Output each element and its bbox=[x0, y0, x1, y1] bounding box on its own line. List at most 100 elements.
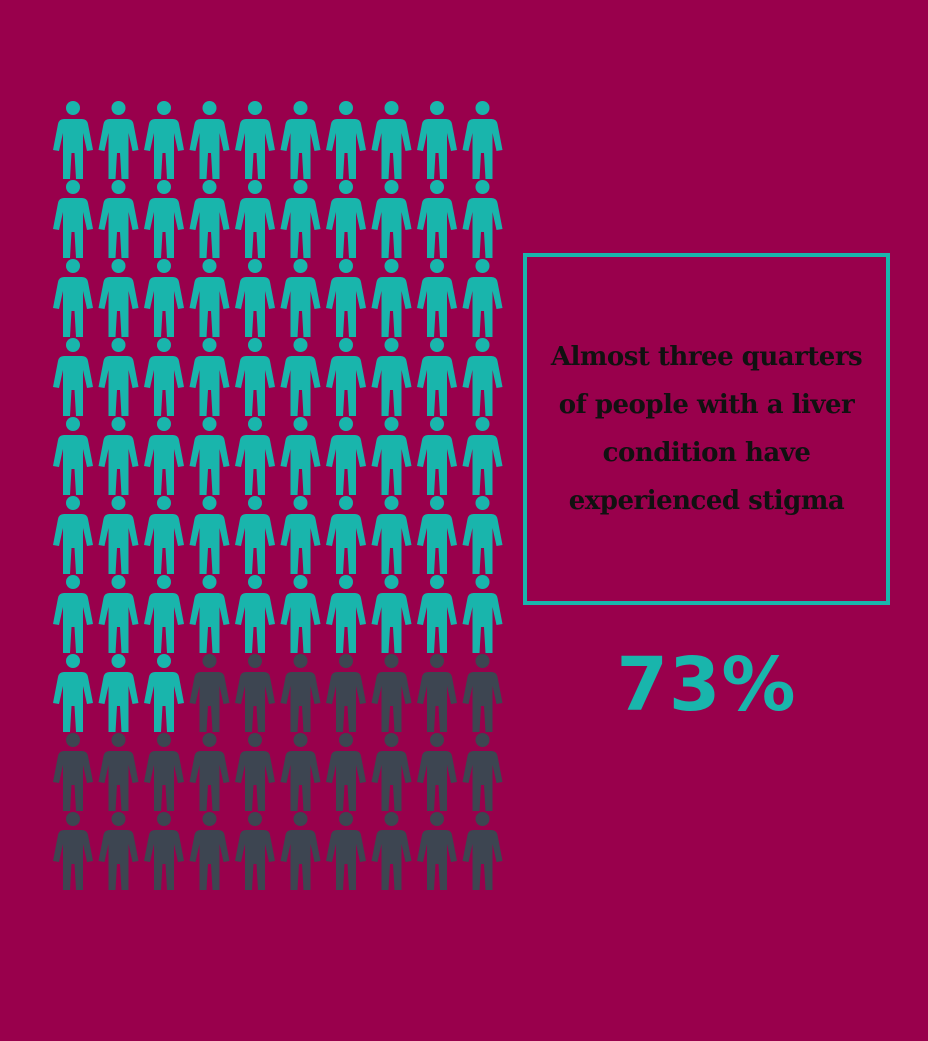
person-icon bbox=[235, 496, 275, 574]
person-icon bbox=[53, 654, 93, 732]
person-icon bbox=[189, 575, 230, 653]
person-icon bbox=[417, 575, 457, 653]
person-icon bbox=[326, 101, 366, 179]
person-icon bbox=[417, 101, 457, 179]
person-icon bbox=[462, 733, 503, 811]
person-icon bbox=[98, 496, 139, 574]
person-icon bbox=[280, 575, 321, 653]
person-icon bbox=[371, 259, 412, 337]
person-icon bbox=[189, 733, 230, 811]
person-icon bbox=[462, 180, 503, 258]
person-icon bbox=[371, 654, 412, 732]
person-icon bbox=[462, 812, 503, 890]
person-icon bbox=[98, 101, 139, 179]
person-icon bbox=[462, 259, 503, 337]
person-icon bbox=[462, 654, 503, 732]
person-icon bbox=[53, 733, 93, 811]
person-icon bbox=[235, 259, 275, 337]
person-icon bbox=[417, 654, 457, 732]
person-icon bbox=[417, 338, 457, 416]
person-icon bbox=[189, 259, 230, 337]
person-icon bbox=[371, 101, 412, 179]
person-icon bbox=[462, 496, 503, 574]
person-icon bbox=[462, 101, 503, 179]
person-icon bbox=[371, 417, 412, 495]
person-icon bbox=[462, 417, 503, 495]
person-icon bbox=[371, 338, 412, 416]
person-icon bbox=[417, 496, 457, 574]
person-icon bbox=[98, 733, 139, 811]
person-icon bbox=[326, 575, 366, 653]
person-icon bbox=[371, 496, 412, 574]
stat-box: Almost three quarters of people with a l… bbox=[523, 253, 890, 605]
person-icon bbox=[98, 654, 139, 732]
person-icon bbox=[371, 575, 412, 653]
person-icon bbox=[280, 259, 321, 337]
person-icon bbox=[235, 812, 275, 890]
person-icon bbox=[98, 338, 139, 416]
person-icon bbox=[371, 180, 412, 258]
person-icon bbox=[53, 417, 93, 495]
person-icon bbox=[235, 338, 275, 416]
person-icon bbox=[326, 654, 366, 732]
person-icon bbox=[144, 338, 184, 416]
person-icon bbox=[144, 259, 184, 337]
pictogram-svg bbox=[53, 101, 503, 890]
person-icon bbox=[144, 496, 184, 574]
person-icon bbox=[417, 259, 457, 337]
person-icon bbox=[53, 259, 93, 337]
person-icon bbox=[326, 259, 366, 337]
person-icon bbox=[144, 575, 184, 653]
stat-percentage: 73% bbox=[616, 642, 797, 728]
stat-caption: Almost three quarters of people with a l… bbox=[550, 342, 863, 516]
person-icon bbox=[189, 101, 230, 179]
person-icon bbox=[189, 654, 230, 732]
person-icon bbox=[144, 180, 184, 258]
person-icon bbox=[326, 812, 366, 890]
person-icon bbox=[280, 101, 321, 179]
person-icon bbox=[417, 812, 457, 890]
pictogram-grid bbox=[40, 90, 520, 900]
person-icon bbox=[280, 496, 321, 574]
person-icon bbox=[417, 733, 457, 811]
person-icon bbox=[235, 733, 275, 811]
person-icon bbox=[98, 812, 139, 890]
person-icon bbox=[371, 812, 412, 890]
person-icon bbox=[189, 812, 230, 890]
person-icon bbox=[235, 180, 275, 258]
person-icon bbox=[326, 733, 366, 811]
person-icon bbox=[280, 338, 321, 416]
person-icon bbox=[189, 496, 230, 574]
person-icon bbox=[189, 338, 230, 416]
person-icon bbox=[144, 101, 184, 179]
person-icon bbox=[53, 180, 93, 258]
person-icon bbox=[326, 496, 366, 574]
person-icon bbox=[53, 338, 93, 416]
person-icon bbox=[417, 180, 457, 258]
person-icon bbox=[98, 259, 139, 337]
person-icon bbox=[98, 575, 139, 653]
person-icon bbox=[235, 417, 275, 495]
person-icon bbox=[326, 338, 366, 416]
person-icon bbox=[144, 417, 184, 495]
person-icon bbox=[144, 733, 184, 811]
person-icon bbox=[280, 180, 321, 258]
person-icon bbox=[53, 575, 93, 653]
person-icon bbox=[53, 812, 93, 890]
person-icon bbox=[280, 733, 321, 811]
person-icon bbox=[280, 654, 321, 732]
person-icon bbox=[417, 417, 457, 495]
person-icon bbox=[189, 180, 230, 258]
person-icon bbox=[235, 101, 275, 179]
person-icon bbox=[189, 417, 230, 495]
person-icon bbox=[98, 417, 139, 495]
person-icon bbox=[280, 417, 321, 495]
person-icon bbox=[280, 812, 321, 890]
person-icon bbox=[235, 575, 275, 653]
person-icon bbox=[235, 654, 275, 732]
person-icon bbox=[326, 180, 366, 258]
person-icon bbox=[326, 417, 366, 495]
person-icon bbox=[53, 496, 93, 574]
person-icon bbox=[53, 101, 93, 179]
